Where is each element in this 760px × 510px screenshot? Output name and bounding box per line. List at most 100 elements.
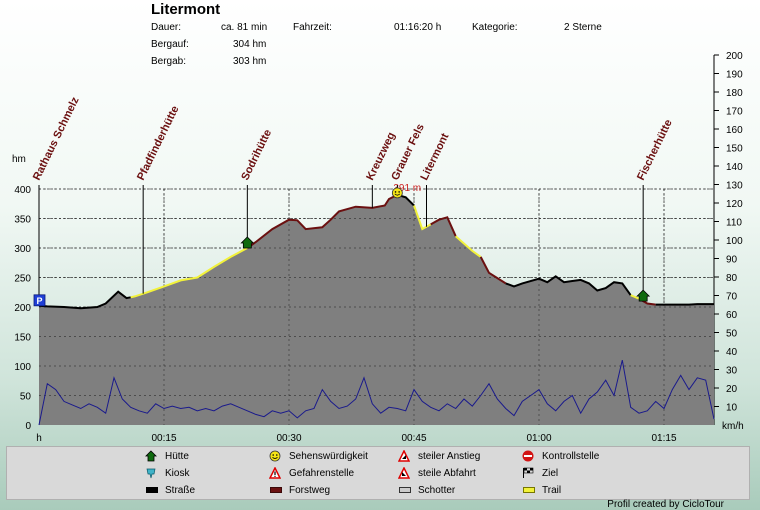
- x-axis-label: h: [36, 433, 42, 444]
- danger-icon: [269, 467, 283, 479]
- bergab-label: Bergab:: [151, 56, 187, 67]
- legend: Hütte Sehenswürdigkeit steiler Anstieg K…: [6, 446, 750, 500]
- profile-segment-strasse: [505, 275, 632, 296]
- right-tick-label: 10: [726, 403, 738, 414]
- right-axis-label: km/h: [722, 421, 744, 432]
- legend-item-road: Straße: [145, 484, 195, 496]
- legend-item-finish: Ziel: [522, 467, 558, 479]
- right-tick-label: 160: [726, 125, 743, 136]
- profile-segment-forstweg: [246, 194, 398, 249]
- forest-swatch: [269, 484, 283, 496]
- y-tick-label: 150: [14, 333, 31, 344]
- waypoint-label: Rathaus Schmelz: [31, 95, 82, 183]
- parking-icon: [33, 294, 46, 307]
- elevation-area: [39, 194, 714, 425]
- dauer-label: Dauer:: [151, 22, 182, 33]
- road-swatch: [145, 484, 159, 496]
- trail-swatch: [522, 484, 536, 496]
- profile-segment-trail: [130, 247, 248, 299]
- steep-down-icon: [398, 467, 412, 479]
- right-tick-label: 120: [726, 199, 743, 210]
- right-tick-label: 140: [726, 162, 743, 173]
- flag-icon: [522, 467, 536, 479]
- legend-item-steep-down: steile Abfahrt: [398, 467, 476, 479]
- legend-label: Trail: [542, 484, 562, 496]
- legend-item-stop: Kontrollstelle: [522, 450, 599, 462]
- steep-up-icon: [398, 450, 412, 462]
- legend-item-steep-up: steiler Anstieg: [398, 450, 480, 462]
- legend-label: Kiosk: [165, 467, 190, 479]
- legend-label: Kontrollstelle: [542, 450, 600, 462]
- legend-label: Sehenswürdigkeit: [289, 450, 368, 462]
- kiosk-icon: [145, 467, 159, 479]
- legend-item-kiosk: Kiosk: [145, 467, 189, 479]
- sight-icon: [391, 187, 403, 199]
- bergab-value: 303 hm: [233, 56, 267, 67]
- y-tick-label: 300: [14, 244, 31, 255]
- right-tick-label: 30: [726, 366, 738, 377]
- y-tick-label: 50: [20, 392, 32, 403]
- right-tick-label: 170: [726, 107, 743, 118]
- x-tick-label: 00:45: [401, 433, 426, 444]
- x-tick-label: 01:15: [651, 433, 676, 444]
- legend-item-trail: Trail: [522, 484, 561, 496]
- speed-line: [38, 359, 715, 426]
- right-tick-label: 130: [726, 181, 743, 192]
- legend-label: Gefahrenstelle: [289, 467, 355, 479]
- profile-segment-forstweg: [430, 216, 457, 237]
- legend-item-gravel: Schotter: [398, 484, 455, 496]
- waypoint-label: Fischerhütte: [635, 118, 675, 183]
- sight-icon: [269, 450, 283, 462]
- dauer-value: ca. 81 min: [221, 22, 268, 33]
- stop-icon: [522, 450, 536, 462]
- elevation-profile-chart: 0 50 100 150 200 250 300 350 400 hm 10 20 30 40 50 60 70…: [12, 51, 744, 444]
- y-tick-label: 0: [25, 421, 31, 432]
- legend-item-huette: Hütte: [145, 450, 189, 462]
- kategorie-label: Kategorie:: [472, 22, 518, 33]
- right-tick-label: 50: [726, 329, 738, 340]
- huette-icon: [145, 450, 159, 462]
- legend-label: steiler Anstieg: [418, 450, 481, 462]
- right-tick-label: 20: [726, 384, 738, 395]
- kategorie-value: 2 Sterne: [564, 22, 602, 33]
- legend-label: Ziel: [542, 467, 559, 479]
- legend-label: Straße: [165, 484, 196, 496]
- y-tick-label: 250: [14, 274, 31, 285]
- right-tick-label: 190: [726, 70, 743, 81]
- legend-label: Forstweg: [289, 484, 331, 496]
- sight-icon-smile: [394, 193, 401, 196]
- right-tick-label: 150: [726, 144, 743, 155]
- waypoint-label: Sodrihütte: [239, 128, 274, 183]
- x-tick-label: 00:30: [276, 433, 301, 444]
- parking-icon-letter: P: [36, 296, 42, 306]
- legend-label: Hütte: [165, 450, 189, 462]
- y-tick-label: 350: [14, 215, 31, 226]
- legend-item-sight: Sehenswürdigkeit: [269, 450, 368, 462]
- huette-icon: [240, 236, 255, 249]
- right-tick-label: 200: [726, 51, 743, 62]
- legend-label: steile Abfahrt: [418, 467, 476, 479]
- right-tick-label: 90: [726, 255, 738, 266]
- y-tick-label: 400: [14, 185, 31, 196]
- fahrzeit-value: 01:16:20 h: [394, 22, 442, 33]
- right-tick-label: 70: [726, 292, 738, 303]
- profile-segment-strasse: [655, 303, 714, 306]
- fahrzeit-label: Fahrzeit:: [293, 22, 332, 33]
- profile-segment-trail: [413, 205, 432, 231]
- profile-segment-trail: [630, 294, 640, 300]
- huette-icon: [636, 289, 651, 302]
- y-axis-label: hm: [12, 154, 26, 165]
- bergauf-label: Bergauf:: [151, 39, 189, 50]
- legend-label: Schotter: [418, 484, 456, 496]
- right-tick-label: 100: [726, 236, 743, 247]
- x-tick-label: 00:15: [151, 433, 176, 444]
- right-tick-label: 60: [726, 310, 738, 321]
- y-tick-label: 100: [14, 362, 31, 373]
- page-title: Litermont: [151, 1, 221, 18]
- legend-item-danger: Gefahrenstelle: [269, 467, 354, 479]
- sight-icon-eye: [398, 191, 400, 193]
- right-tick-label: 80: [726, 273, 738, 284]
- x-tick-label: 01:00: [526, 433, 551, 444]
- sight-icon-eye: [394, 191, 397, 193]
- legend-item-forest: Forstweg: [269, 484, 330, 496]
